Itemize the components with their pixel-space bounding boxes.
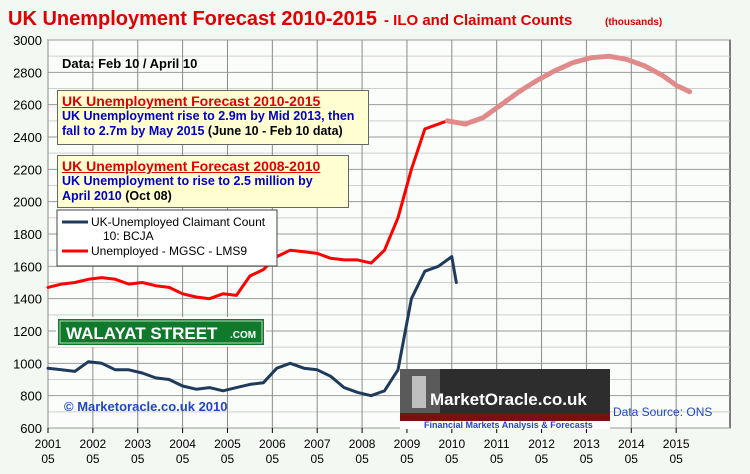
forecast-box-2010-2015-title: UK Unemployment Forecast 2010-2015: [62, 93, 321, 109]
forecast-box-2008-2010: UK Unemployment Forecast 2008-2010 UK Un…: [57, 155, 349, 208]
y-tick-label: 600: [20, 421, 42, 436]
legend-label-claimant-2: 10: BCJA: [103, 229, 154, 243]
series-line-1: [46, 255, 458, 398]
forecast-box-2010-2015-line2: fall to 2.7m by May 2015: [62, 124, 205, 138]
x-tick-year: 2001: [35, 437, 62, 451]
x-axis-ticks: 2001052002052003052004052005052006052007…: [35, 428, 690, 466]
x-tick-month: 05: [580, 452, 594, 466]
y-tick-label: 1400: [13, 292, 42, 307]
chart-units-note: (thousands): [605, 17, 662, 28]
y-tick-label: 1600: [13, 259, 42, 274]
forecast-box-2008-2010-note: (Oct 08): [125, 189, 172, 203]
walayat-suffix: .COM: [230, 330, 256, 341]
forecast-box-2010-2015: UK Unemployment Forecast 2010-2015 UK Un…: [57, 90, 369, 145]
x-tick-month: 05: [311, 452, 325, 466]
x-tick-year: 2010: [438, 437, 465, 451]
chart-title: UK Unemployment Forecast 2010-2015: [8, 8, 377, 30]
x-tick-year: 2011: [484, 437, 510, 451]
y-tick-label: 2400: [13, 130, 42, 145]
y-tick-label: 2200: [13, 162, 42, 177]
logo-figure-icon: [412, 376, 426, 408]
series-line-2: [444, 53, 693, 127]
forecast-box-2008-2010-line1: UK Unemployment to rise to 2.5 million b…: [62, 174, 313, 188]
y-tick-label: 2000: [13, 195, 42, 210]
x-tick-month: 05: [41, 452, 55, 466]
legend-label-claimant: UK-Unemployed Claimant Count: [91, 215, 266, 229]
walayat-text: WALAYAT STREET: [66, 324, 218, 343]
x-tick-month: 05: [355, 452, 369, 466]
data-source: Data Source: ONS: [613, 405, 712, 419]
x-tick-year: 2012: [528, 437, 555, 451]
x-tick-month: 05: [445, 452, 459, 466]
marketoracle-logo: MarketOracle.co.uk Financial Markets Ana…: [400, 369, 610, 430]
y-tick-label: 1000: [13, 356, 42, 371]
x-tick-month: 05: [625, 452, 639, 466]
y-tick-label: 1800: [13, 227, 42, 242]
logo-main-text: MarketOracle.co.uk: [430, 390, 587, 409]
x-tick-month: 05: [176, 452, 190, 466]
forecast-box-2008-2010-line2: April 2010: [62, 189, 122, 203]
x-tick-month: 05: [490, 452, 504, 466]
x-tick-year: 2005: [214, 437, 241, 451]
copyright-text: © Marketoracle.co.uk 2010: [64, 399, 228, 414]
legend-label-ilo: Unemployed - MGSC - LMS9: [91, 244, 247, 258]
x-tick-year: 2009: [394, 437, 421, 451]
walayat-street-logo: WALAYAT STREET .COM: [56, 317, 266, 347]
series-lines: [46, 53, 693, 398]
x-tick-month: 05: [535, 452, 549, 466]
x-tick-month: 05: [131, 452, 145, 466]
data-note: Data: Feb 10 / April 10: [62, 56, 197, 71]
y-axis-ticks: 600 800 1000 1200 1400 1600 1800 2000 2200 2400 26…: [13, 33, 42, 436]
x-tick-month: 05: [221, 452, 235, 466]
x-tick-year: 2013: [573, 437, 600, 451]
forecast-box-2010-2015-note: (June 10 - Feb 10 data): [207, 124, 343, 138]
y-tick-label: 2600: [13, 98, 42, 113]
x-tick-month: 05: [266, 452, 280, 466]
y-tick-label: 2800: [13, 65, 42, 80]
x-tick-year: 2008: [349, 437, 376, 451]
x-tick-month: 05: [86, 452, 100, 466]
logo-tagline: Financial Markets Analysis & Forecasts: [424, 420, 593, 430]
x-tick-year: 2015: [663, 437, 690, 451]
y-tick-label: 1200: [13, 324, 42, 339]
x-tick-year: 2003: [124, 437, 151, 451]
x-tick-year: 2007: [304, 437, 331, 451]
x-tick-month: 05: [669, 452, 683, 466]
y-tick-label: 800: [20, 389, 42, 404]
x-tick-year: 2006: [259, 437, 286, 451]
x-tick-year: 2002: [80, 437, 107, 451]
legend: UK-Unemployed Claimant Count 10: BCJA Un…: [56, 209, 278, 267]
forecast-box-2008-2010-title: UK Unemployment Forecast 2008-2010: [62, 158, 321, 174]
x-tick-month: 05: [400, 452, 414, 466]
y-tick-label: 3000: [13, 33, 42, 48]
x-tick-year: 2004: [169, 437, 196, 451]
x-tick-year: 2014: [618, 437, 645, 451]
chart-subtitle: - ILO and Claimant Counts: [384, 12, 572, 29]
series-line-0: [46, 119, 449, 301]
forecast-box-2010-2015-line1: UK Unemployment rise to 2.9m by Mid 2013…: [62, 109, 355, 123]
